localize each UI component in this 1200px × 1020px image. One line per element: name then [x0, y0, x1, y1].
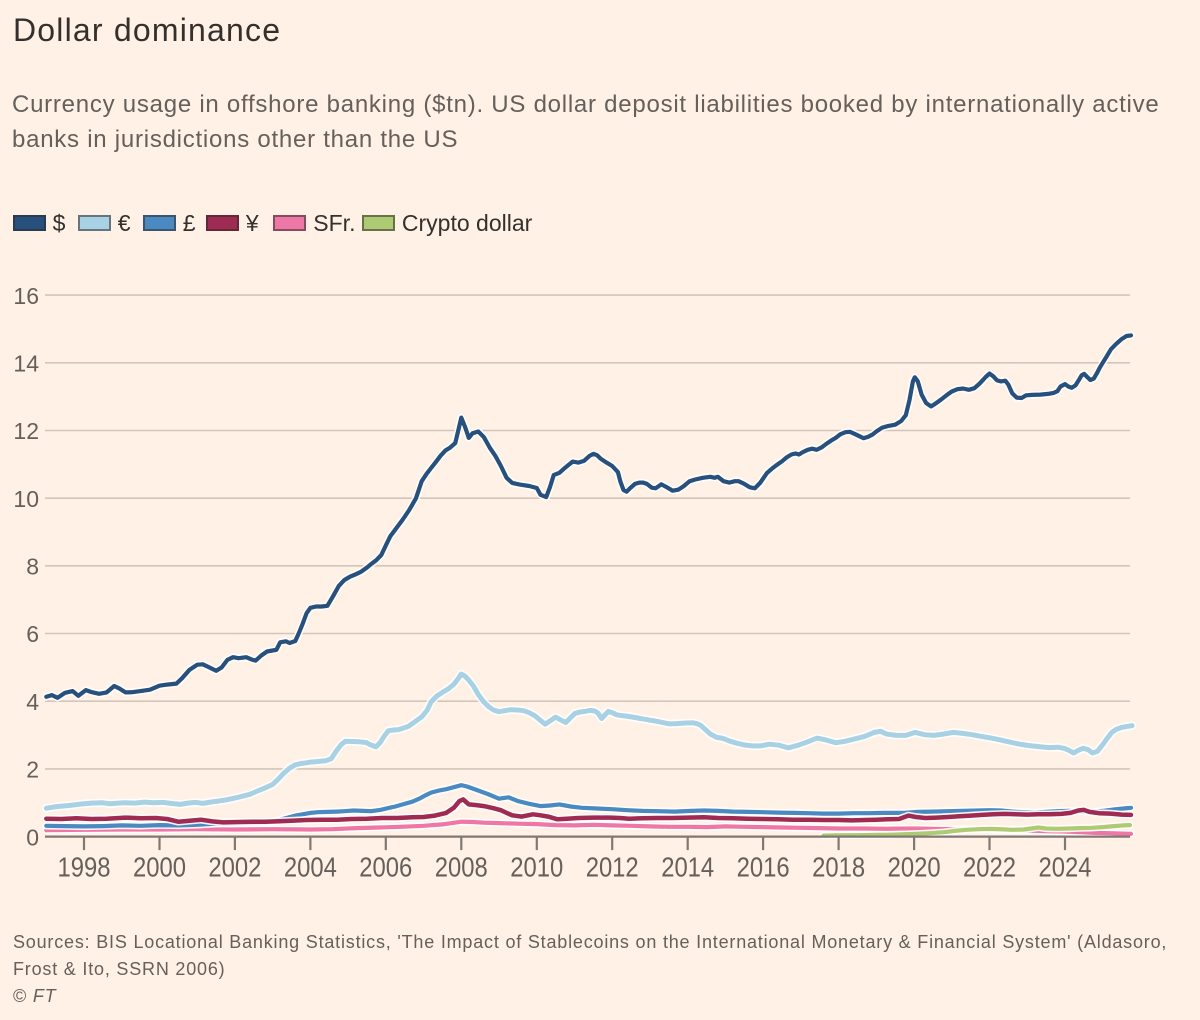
svg-text:2020: 2020 — [888, 852, 941, 883]
svg-text:4: 4 — [26, 689, 39, 715]
svg-text:10: 10 — [13, 486, 39, 512]
svg-text:2014: 2014 — [661, 852, 714, 883]
svg-text:12: 12 — [13, 418, 39, 444]
svg-text:2002: 2002 — [208, 852, 261, 883]
svg-text:2016: 2016 — [737, 852, 790, 883]
svg-text:2004: 2004 — [284, 852, 337, 883]
svg-text:2006: 2006 — [359, 852, 412, 883]
svg-text:6: 6 — [26, 621, 39, 647]
svg-text:2018: 2018 — [812, 852, 865, 883]
svg-text:2024: 2024 — [1039, 852, 1092, 883]
svg-text:2: 2 — [26, 757, 39, 783]
svg-text:1998: 1998 — [58, 852, 111, 883]
svg-text:2012: 2012 — [586, 852, 639, 883]
svg-text:2010: 2010 — [510, 852, 563, 883]
svg-text:2000: 2000 — [133, 852, 186, 883]
svg-text:16: 16 — [13, 283, 39, 309]
svg-text:8: 8 — [26, 554, 39, 580]
svg-text:14: 14 — [13, 351, 39, 377]
svg-text:0: 0 — [26, 824, 39, 850]
svg-text:2022: 2022 — [963, 852, 1016, 883]
svg-text:2008: 2008 — [435, 852, 488, 883]
